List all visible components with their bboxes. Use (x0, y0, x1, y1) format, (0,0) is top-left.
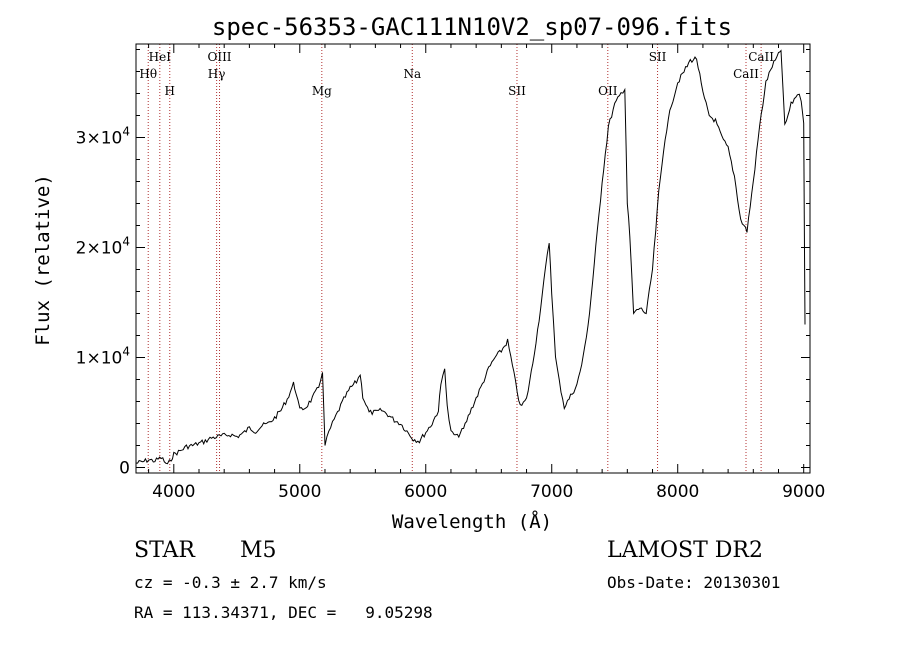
line-label: H (165, 84, 175, 98)
y-tick-exponent: 4 (122, 235, 130, 249)
plot-frame (135, 43, 811, 474)
line-label: CaII (748, 50, 774, 64)
line-label: Hγ (208, 67, 226, 81)
line-label: Na (403, 67, 421, 81)
y-tick-mantissa: 2×10 (76, 239, 123, 259)
y-tick-mantissa: 0 (119, 459, 130, 479)
y-tick-exponent: 4 (122, 345, 130, 359)
line-label: Hθ (139, 67, 157, 81)
spectrum-series (136, 49, 806, 465)
x-tick-label: 9000 (782, 482, 825, 502)
spectral-lines-layer: Hθ HeI H Hγ OIII Mg Na SII OII SII CaII CaII (139, 44, 774, 473)
y-axis-label: Flux (relative) (32, 174, 54, 346)
line-label: OIII (207, 50, 231, 64)
y-tick-label: 0 (119, 459, 130, 479)
ra-dec-readout: RA = 113.34371, DEC = 9.05298 (134, 603, 433, 622)
spectrum-layer (136, 49, 806, 465)
chart-title: spec-56353-GAC111N10V2_sp07-096.fits (212, 13, 732, 41)
x-tick-label: 8000 (656, 482, 699, 502)
subclass-label: M5 (240, 538, 277, 563)
line-label: OII (598, 84, 618, 98)
y-tick-label: 1×104 (76, 345, 130, 369)
line-label: CaII (733, 67, 759, 81)
class-label: STAR (134, 538, 195, 563)
x-tick-label: 4000 (152, 482, 195, 502)
cz-readout: cz = -0.3 ± 2.7 km/s (134, 573, 327, 592)
x-tick-label: 5000 (278, 482, 321, 502)
line-label: SII (508, 84, 526, 98)
y-tick-mantissa: 3×10 (76, 129, 123, 149)
y-tick-label: 2×104 (76, 235, 130, 259)
y-tick-mantissa: 1×10 (76, 349, 123, 369)
y-tick-exponent: 4 (122, 125, 130, 139)
y-tick-label: 3×104 (76, 125, 130, 149)
x-tick-label: 6000 (404, 482, 447, 502)
line-label: SII (649, 50, 667, 64)
line-label: Mg (312, 84, 332, 98)
obs-date-readout: Obs-Date: 20130301 (607, 573, 781, 592)
x-axis-label: Wavelength (Å) (392, 510, 552, 533)
x-tick-label: 7000 (530, 482, 573, 502)
line-label: HeI (149, 50, 172, 64)
survey-label: LAMOST DR2 (607, 538, 763, 563)
